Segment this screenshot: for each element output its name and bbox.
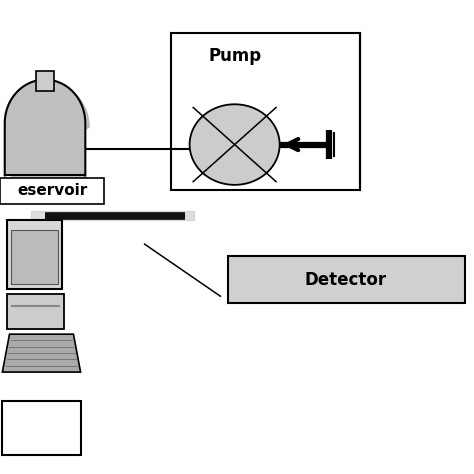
- Text: Detector: Detector: [305, 271, 387, 289]
- Polygon shape: [2, 334, 81, 372]
- Bar: [7, 220, 62, 289]
- Polygon shape: [9, 83, 89, 179]
- Text: eservoir: eservoir: [17, 183, 87, 198]
- Bar: [5, 123, 85, 175]
- Bar: [36, 71, 54, 91]
- Bar: [228, 256, 465, 303]
- Bar: [171, 33, 360, 190]
- Bar: [11, 230, 58, 284]
- Ellipse shape: [190, 104, 280, 185]
- Bar: [2, 401, 81, 455]
- Bar: [0, 178, 104, 204]
- Text: Pump: Pump: [209, 47, 262, 65]
- Ellipse shape: [5, 80, 85, 167]
- Bar: [7, 294, 64, 329]
